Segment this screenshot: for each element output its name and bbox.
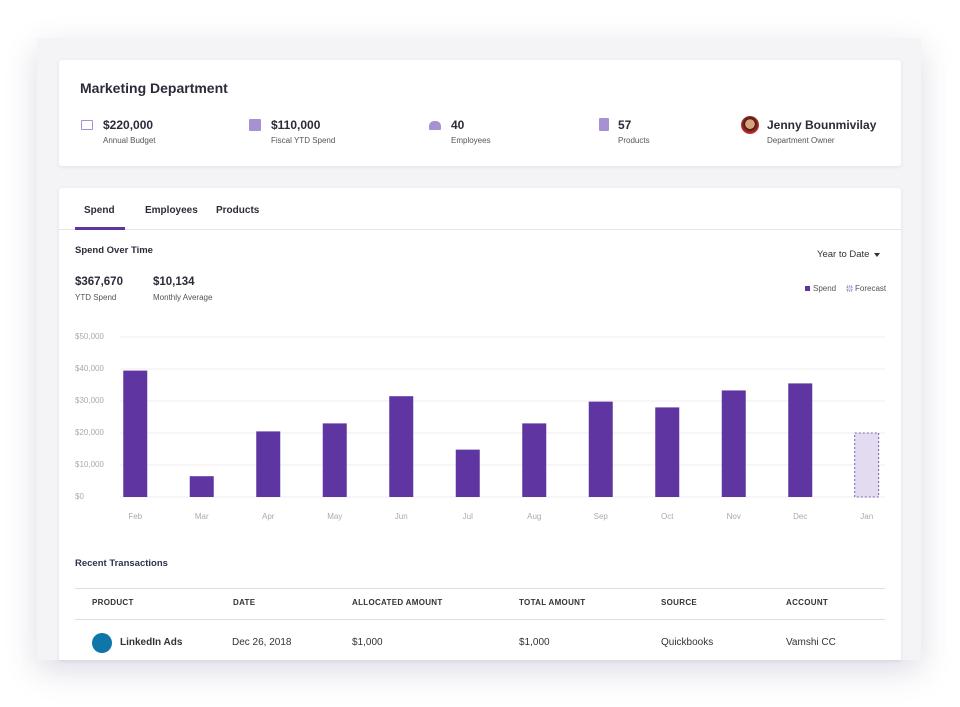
legend-swatch — [805, 286, 810, 291]
cell: $1,000 — [352, 637, 383, 648]
bar — [256, 431, 281, 497]
owner-avatar — [741, 116, 759, 134]
x-tick-label: Dec — [793, 512, 807, 521]
bar — [588, 401, 613, 497]
bar — [123, 370, 148, 497]
cell: Quickbooks — [661, 637, 714, 648]
x-tick-label: May — [327, 512, 342, 521]
y-tick-label: $0 — [75, 492, 84, 501]
bar — [854, 432, 880, 498]
stat-value: $220,000 — [103, 118, 154, 132]
bar — [189, 476, 214, 497]
stat-value: Jenny Bounmivilay — [767, 118, 877, 132]
legend-label: Spend — [813, 284, 836, 293]
x-tick-label: Nov — [727, 512, 741, 521]
cell: Vamshi CC — [786, 637, 836, 648]
cell: LinkedIn Ads — [120, 637, 183, 648]
cell: $1,000 — [519, 637, 550, 648]
bar — [788, 383, 813, 497]
tab-indicator — [75, 227, 125, 230]
tab[interactable]: Products — [216, 205, 260, 216]
stat-label: Fiscal YTD Spend — [271, 136, 336, 145]
stat-value: $110,000 — [271, 118, 321, 132]
department-title: Marketing Department — [80, 80, 228, 96]
header-card — [59, 60, 901, 166]
x-tick-label: Jun — [395, 512, 408, 521]
bar — [655, 407, 680, 497]
spend-icon — [249, 119, 261, 131]
stat-value: 57 — [618, 118, 632, 132]
bar — [455, 449, 480, 497]
employees-icon — [429, 121, 441, 130]
column-header[interactable]: TOTAL AMOUNT — [519, 598, 586, 607]
caret — [874, 253, 880, 257]
x-tick-label: Oct — [661, 512, 674, 521]
stat-label: Annual Budget — [103, 136, 156, 145]
x-tick-label: Apr — [262, 512, 275, 521]
bar — [389, 396, 414, 497]
bar — [721, 390, 746, 497]
column-header[interactable]: DATE — [233, 598, 256, 607]
x-tick-label: Sep — [594, 512, 609, 521]
stat-label: Products — [618, 136, 650, 145]
stat-label: Employees — [451, 136, 491, 145]
x-tick-label: Feb — [128, 512, 142, 521]
x-tick-label: Mar — [195, 512, 209, 521]
y-tick-label: $20,000 — [75, 428, 104, 437]
tab[interactable]: Employees — [145, 205, 198, 216]
y-tick-label: $50,000 — [75, 332, 104, 341]
y-tick-label: $30,000 — [75, 396, 104, 405]
column-header[interactable]: SOURCE — [661, 598, 698, 607]
period-select[interactable]: Year to Date — [817, 249, 870, 260]
x-tick-label: Jan — [860, 512, 873, 521]
x-tick-label: Jul — [463, 512, 473, 521]
summary-value: $367,670 — [75, 276, 123, 288]
spend-card — [59, 188, 901, 660]
stat-label: Department Owner — [767, 136, 835, 145]
products-icon — [599, 118, 609, 131]
section-title: Spend Over Time — [75, 245, 153, 256]
legend-swatch — [846, 285, 853, 292]
bar — [522, 423, 547, 497]
tab[interactable]: Spend — [84, 205, 115, 216]
table-rule — [75, 619, 885, 620]
x-tick-label: Aug — [527, 512, 541, 521]
table-rule — [75, 588, 885, 589]
column-header[interactable]: ALLOCATED AMOUNT — [352, 598, 443, 607]
summary-label: YTD Spend — [75, 293, 117, 302]
y-tick-label: $10,000 — [75, 460, 104, 469]
bar — [322, 423, 347, 497]
tab-divider — [59, 229, 901, 230]
summary-label: Monthly Average — [153, 293, 213, 302]
column-header[interactable]: PRODUCT — [92, 598, 134, 607]
column-header[interactable]: ACCOUNT — [786, 598, 829, 607]
budget-icon — [81, 120, 93, 130]
summary-value: $10,134 — [153, 276, 195, 288]
legend-label: Forecast — [855, 284, 887, 293]
y-tick-label: $40,000 — [75, 364, 104, 373]
cell: Dec 26, 2018 — [232, 637, 292, 648]
product-logo — [92, 633, 112, 653]
section-title: Recent Transactions — [75, 558, 168, 569]
stat-value: 40 — [451, 118, 465, 132]
